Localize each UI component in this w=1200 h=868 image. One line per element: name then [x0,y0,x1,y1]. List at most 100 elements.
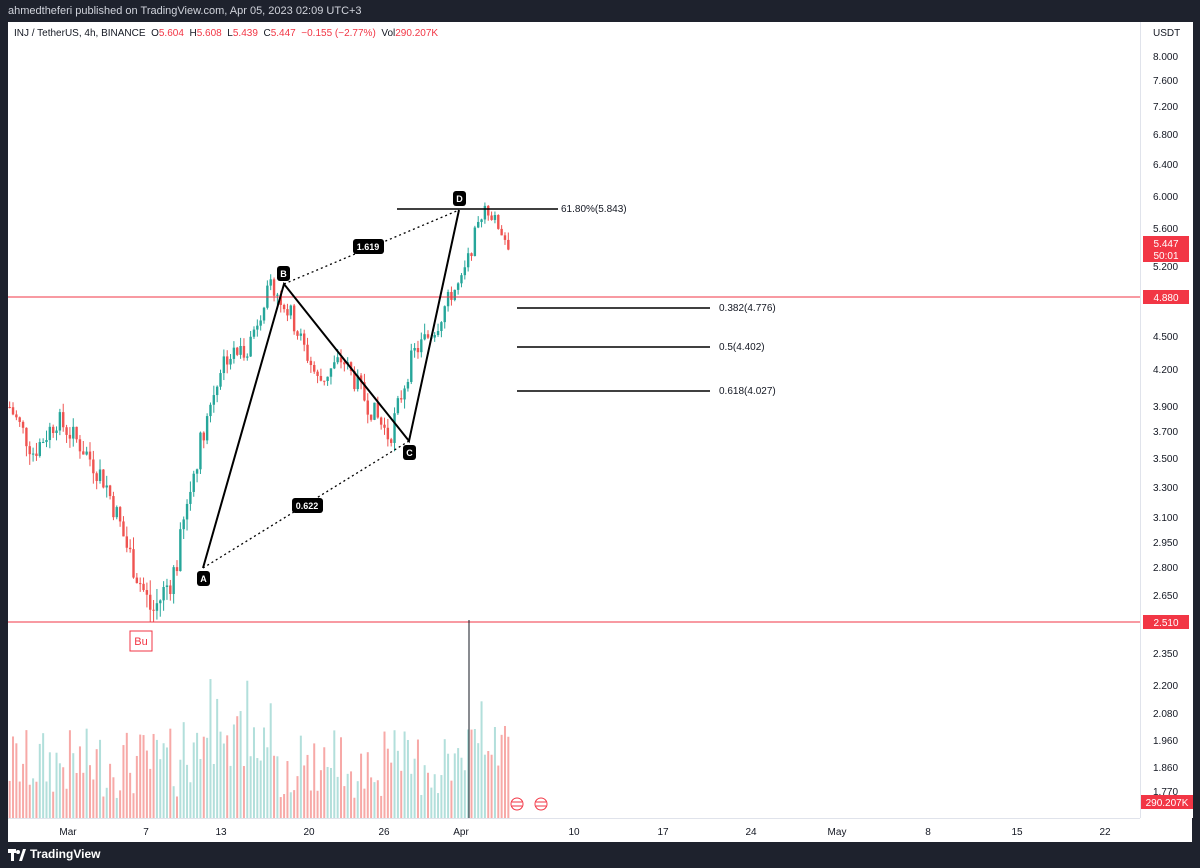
volume-bar [319,770,322,818]
volume-bars [8,679,510,818]
volume-bar [343,786,346,818]
candle-body [58,412,62,431]
candle-body [182,519,185,530]
volume-bar [142,735,145,818]
close-value: 5.447 [270,28,296,39]
candle-body [145,590,149,595]
candle-body [31,453,35,455]
chart-pane[interactable]: 61.80%(5.843) 0.382(4.776) 0.5(4.402) 0.… [8,22,1193,843]
time-tick: 24 [745,827,757,838]
candle-body [88,451,92,460]
volume-bar [366,752,369,818]
volume-bar [497,765,500,818]
volume-bar [370,777,373,818]
price-tick: 7.600 [1153,76,1178,87]
candle-body [450,291,453,300]
price-axis[interactable]: USDT 8.000 7.600 7.200 6.800 6.400 6.000 5.600… [1140,22,1193,818]
price-tick: 2.080 [1153,709,1178,720]
candle-body [470,253,473,257]
time-tick: 26 [378,827,390,838]
volume-bar [92,779,95,818]
volume-bar [139,734,142,818]
candle-body [35,453,38,456]
candle-body [115,507,118,518]
candle-body [436,331,440,336]
volume-bar [95,749,98,818]
time-axis[interactable]: Mar 7 13 20 26 Apr 10 17 24 May 8 15 22 [8,818,1140,843]
volume-bar [22,763,25,818]
volume-bar [450,780,453,818]
candle-body [65,427,68,435]
ratio-label-ac: 0.622 [296,501,319,511]
candle-body [289,305,292,316]
candle-body [262,307,266,321]
candle-body [252,329,256,337]
volume-bar [219,731,222,818]
volume-bar [263,727,266,818]
point-c-badge [403,445,416,460]
chart-canvas[interactable]: 61.80%(5.843) 0.382(4.776) 0.5(4.402) 0.… [8,22,1140,818]
volume-bar [336,776,339,818]
footer-bar: TradingView [0,842,1200,868]
candle-body [460,275,463,284]
candle-body [62,412,65,428]
us-flag-icon-2 [534,797,548,811]
volume-bar [135,755,138,818]
volume-bar [162,743,165,818]
candle-body [366,400,369,415]
volume-bar [346,773,349,818]
price-tick: 4.500 [1153,332,1178,343]
candle-body [118,507,122,522]
candle-body [175,567,179,572]
candle-body [15,414,18,418]
candle-body [205,416,209,441]
chart-legend[interactable]: INJ / TetherUS, 4h, BINANCE O5.604 H5.60… [14,28,438,39]
volume-bar [380,795,383,818]
bu-label: Bu [134,636,147,648]
candle-body [410,350,413,382]
candle-body [339,357,343,363]
volume-bar [353,797,356,818]
candle-body [18,417,21,422]
volume-bar [400,770,403,818]
volume-bar [172,786,175,818]
time-tick: 17 [657,827,669,838]
candle-body [393,413,396,443]
candle-body [276,294,279,296]
volume-bar [236,716,239,818]
volume-bar [18,781,21,818]
candle-body [466,253,470,268]
candle-body [400,398,403,400]
candle-body [379,417,383,425]
candles [8,202,510,623]
price-tick: 6.800 [1153,130,1178,141]
volume-bar [393,730,396,818]
candle-body [45,440,48,443]
time-axis-canvas[interactable]: Mar 7 13 20 26 Apr 10 17 24 May 8 15 22 [8,819,1140,843]
footer-brand: TradingView [30,847,101,861]
candle-body [493,215,497,220]
candle-body [222,356,226,374]
candle-body [259,320,262,326]
price-axis-canvas[interactable]: USDT 8.000 7.600 7.200 6.800 6.400 6.000 5.600… [1141,22,1193,818]
fib-label-05: 0.5(4.402) [719,342,765,353]
candle-body [185,503,189,520]
candle-body [242,346,246,358]
candle-body [192,473,195,492]
point-d-badge [453,191,466,206]
symbol-info[interactable]: INJ / TetherUS, 4h, BINANCE [14,28,146,39]
volume-bar [316,790,319,818]
ratio-badge-bd [353,239,384,254]
volume-bar [12,736,15,818]
volume-bar [443,739,446,818]
countdown: 50:01 [1153,251,1178,262]
candle-body [313,365,316,372]
candle-body [232,347,236,359]
volume-bar [423,765,426,818]
candle-body [149,594,152,610]
volume-bar [222,743,225,818]
volume-bar [246,680,249,818]
plot-area[interactable]: 61.80%(5.843) 0.382(4.776) 0.5(4.402) 0.… [8,22,1140,818]
volume-bar [309,790,312,818]
volume-bar [457,748,460,818]
